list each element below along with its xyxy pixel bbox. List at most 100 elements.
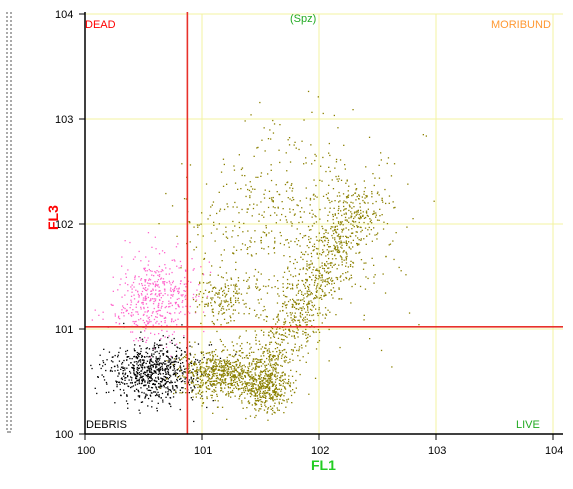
event-dot bbox=[171, 385, 174, 387]
event-dot bbox=[166, 351, 168, 353]
event-dot bbox=[301, 309, 303, 312]
event-dot bbox=[204, 374, 206, 376]
event-dot bbox=[165, 391, 167, 393]
event-dot bbox=[281, 355, 283, 357]
event-dot bbox=[135, 338, 137, 340]
event-dot bbox=[250, 237, 252, 239]
event-dot bbox=[207, 304, 209, 306]
event-dot bbox=[305, 334, 307, 336]
event-dot bbox=[335, 161, 338, 163]
event-dot bbox=[328, 152, 330, 154]
event-dot bbox=[260, 403, 262, 406]
event-dot bbox=[226, 362, 229, 364]
event-dot bbox=[263, 216, 265, 218]
event-dot bbox=[219, 369, 221, 372]
event-dot bbox=[260, 361, 262, 363]
event-dot bbox=[184, 313, 186, 316]
event-dot bbox=[225, 384, 227, 386]
event-dot bbox=[171, 205, 174, 207]
event-dot bbox=[208, 261, 210, 263]
event-dot bbox=[227, 391, 229, 393]
event-dot bbox=[119, 383, 121, 385]
event-dot bbox=[141, 370, 143, 372]
event-dot bbox=[253, 391, 255, 393]
event-dot bbox=[344, 216, 347, 219]
event-dot bbox=[182, 380, 184, 382]
event-dot bbox=[362, 215, 364, 217]
event-dot bbox=[139, 412, 141, 414]
event-dot bbox=[234, 225, 236, 227]
event-dot bbox=[264, 387, 266, 389]
event-dot bbox=[254, 387, 257, 389]
event-dot bbox=[341, 257, 343, 259]
event-dot bbox=[262, 285, 265, 287]
event-dot bbox=[277, 314, 279, 316]
event-dot bbox=[393, 163, 396, 165]
event-dot bbox=[180, 294, 182, 296]
event-dot bbox=[311, 309, 313, 311]
event-dot bbox=[221, 406, 224, 408]
event-dot bbox=[258, 365, 260, 368]
event-dot bbox=[127, 407, 129, 409]
event-dot bbox=[225, 378, 227, 380]
event-dot bbox=[158, 304, 160, 306]
event-dot bbox=[284, 374, 286, 376]
event-dot bbox=[321, 225, 323, 228]
event-dot bbox=[207, 373, 210, 375]
event-dot bbox=[339, 276, 341, 278]
event-dot bbox=[279, 377, 281, 379]
event-dot bbox=[192, 368, 194, 370]
event-dot bbox=[213, 384, 216, 386]
event-dot bbox=[161, 366, 163, 368]
event-dot bbox=[257, 378, 260, 380]
event-dot bbox=[275, 393, 277, 395]
event-dot bbox=[206, 359, 208, 361]
event-dot bbox=[289, 208, 291, 210]
event-dot bbox=[355, 252, 357, 254]
event-dot bbox=[299, 359, 301, 362]
event-dot bbox=[148, 321, 151, 323]
event-dot bbox=[267, 379, 269, 381]
event-dot bbox=[179, 283, 182, 285]
event-dot bbox=[291, 353, 293, 355]
event-dot bbox=[121, 377, 123, 379]
event-dot bbox=[126, 356, 128, 358]
event-dot bbox=[242, 299, 244, 301]
event-dot bbox=[288, 333, 290, 336]
event-dot bbox=[318, 275, 320, 277]
event-dot bbox=[262, 385, 265, 387]
event-dot bbox=[251, 368, 253, 371]
event-dot bbox=[199, 370, 201, 372]
event-dot bbox=[308, 276, 311, 278]
event-dot bbox=[362, 199, 364, 202]
event-dot bbox=[233, 376, 235, 378]
event-dot bbox=[194, 353, 196, 356]
event-dot bbox=[290, 394, 293, 397]
event-dot bbox=[288, 375, 290, 377]
event-dot bbox=[127, 290, 129, 292]
event-dot bbox=[376, 219, 379, 221]
event-dot bbox=[269, 389, 271, 391]
event-dot bbox=[155, 284, 157, 286]
event-dot bbox=[342, 229, 344, 231]
event-dot bbox=[118, 373, 120, 375]
event-dot bbox=[296, 327, 298, 329]
event-dot bbox=[158, 396, 160, 398]
event-dot bbox=[197, 392, 200, 394]
event-dot bbox=[176, 288, 178, 290]
event-dot bbox=[135, 378, 138, 380]
event-dot bbox=[227, 305, 229, 307]
event-dot bbox=[292, 349, 294, 351]
event-dot bbox=[176, 235, 178, 237]
event-dot bbox=[157, 357, 160, 360]
event-dot bbox=[134, 278, 136, 280]
event-dot bbox=[309, 263, 311, 266]
event-dot bbox=[299, 321, 301, 323]
event-dot bbox=[254, 394, 257, 397]
event-dot bbox=[185, 283, 187, 285]
event-dot bbox=[151, 360, 153, 363]
event-dot bbox=[138, 295, 140, 297]
event-dot bbox=[400, 270, 402, 272]
event-dot bbox=[185, 367, 187, 370]
event-dot bbox=[205, 183, 208, 185]
